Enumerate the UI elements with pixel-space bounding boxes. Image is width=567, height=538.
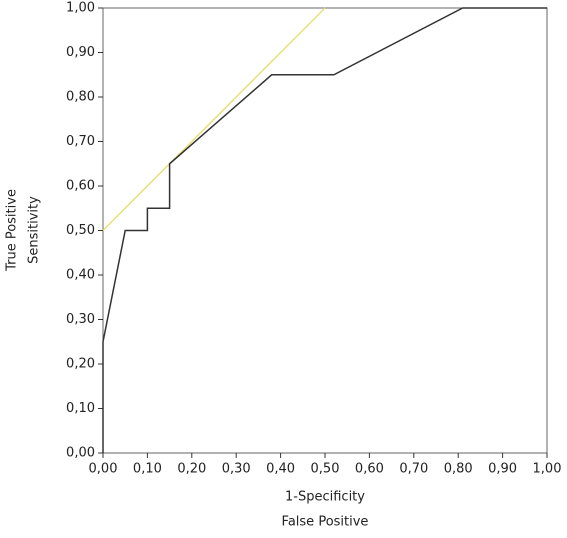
- y-tick-label: 0,00: [66, 446, 95, 461]
- roc-line: [102, 7, 547, 453]
- x-tick-label: 0,50: [311, 462, 340, 477]
- y-tick-label: 0,70: [66, 134, 95, 149]
- x-tick-label: 0,60: [355, 462, 384, 477]
- y-axis-label: True Positive: [5, 189, 20, 272]
- y-tick-label: 0,40: [66, 268, 95, 283]
- x-tick-label: 0,90: [488, 462, 517, 477]
- y-tick-label: 0,30: [66, 312, 95, 327]
- x-tick-label: 0,30: [222, 462, 251, 477]
- plot-area: [102, 7, 548, 454]
- x-tick-label: 0,40: [266, 462, 295, 477]
- x-tick-label: 0,20: [177, 462, 206, 477]
- y-axis-label: Sensitivity: [27, 196, 42, 264]
- x-tick-label: 0,80: [444, 462, 473, 477]
- x-tick-label: 1,00: [533, 462, 562, 477]
- y-tick-label: 0,60: [66, 179, 95, 194]
- x-tick-label: 0,00: [89, 462, 118, 477]
- y-tick-label: 1,00: [66, 1, 95, 16]
- y-tick-label: 0,50: [66, 223, 95, 238]
- y-tick-label: 0,10: [66, 401, 95, 416]
- y-tick-label: 0,80: [66, 90, 95, 105]
- y-tick-label: 0,20: [66, 357, 95, 372]
- x-axis-label: False Positive: [282, 515, 369, 530]
- roc-line: [102, 7, 326, 232]
- x-tick-label: 0,10: [133, 462, 162, 477]
- x-axis-label: 1-Specificity: [285, 490, 365, 505]
- x-tick-label: 0,70: [399, 462, 428, 477]
- y-tick-label: 0,90: [66, 45, 95, 60]
